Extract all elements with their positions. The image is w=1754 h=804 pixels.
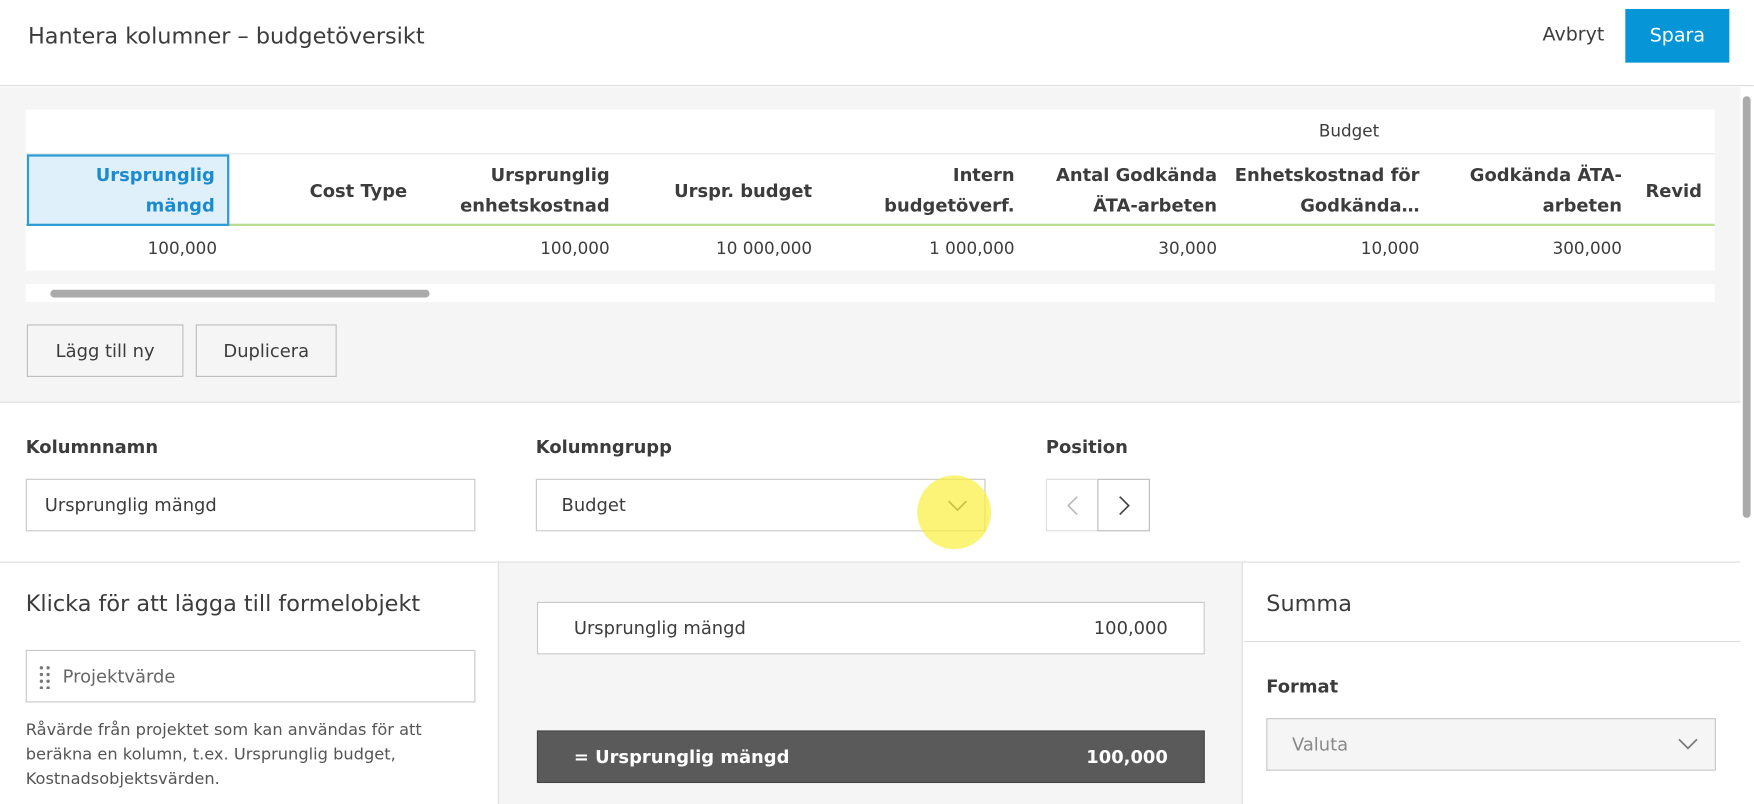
position-right[interactable] xyxy=(1097,478,1150,532)
cell: 30,000 xyxy=(1158,238,1218,259)
format-select[interactable]: Valuta xyxy=(1266,718,1716,771)
cell: 100,000 xyxy=(540,238,610,259)
column-header[interactable]: Godkända ÄTA-arbeten xyxy=(1469,164,1622,216)
panel-title: Klicka för att lägga till formelobjekt xyxy=(25,589,421,617)
formula-item-value: 100,000 xyxy=(1093,617,1168,639)
column-header[interactable]: Antal Godkända ÄTA-arbeten xyxy=(1056,164,1218,216)
page-scrollbar[interactable] xyxy=(1740,87,1754,804)
title: Hantera kolumner – budgetöversikt xyxy=(27,22,425,50)
column-group-select[interactable]: Budget xyxy=(535,478,986,532)
header-line xyxy=(25,223,1715,226)
column-header[interactable]: Enhetskostnad för Godkända… xyxy=(1234,164,1420,216)
description: Råvärde från projektet som kan användas … xyxy=(25,721,422,789)
cell: 300,000 xyxy=(1552,238,1622,259)
label: Kolumngrupp xyxy=(535,436,672,458)
cell: 100,000 xyxy=(147,238,218,259)
summary-title: Summa xyxy=(1266,589,1352,617)
dropdown-arrow xyxy=(1678,738,1698,750)
cursor-highlight xyxy=(917,475,992,550)
header xyxy=(0,0,1754,87)
label: Kolumnnamn xyxy=(25,436,159,458)
column-header[interactable]: Revid xyxy=(1645,179,1703,201)
scrollbar[interactable] xyxy=(25,284,1715,303)
cancel-button[interactable]: Avbryt xyxy=(1542,23,1605,46)
table: Budget Ursprunglig mängd 100,000 Cost Type… xyxy=(25,109,1715,271)
position-left[interactable] xyxy=(1045,478,1099,532)
cell: 10,000 xyxy=(1360,238,1420,259)
formula-result: = Ursprunglig mängd 100,000 xyxy=(536,730,1205,784)
formula-item-name: Ursprunglig mängd xyxy=(573,617,746,639)
column-header[interactable]: Ursprunglig enhetskostnad xyxy=(460,164,610,216)
result-name: = Ursprunglig mängd xyxy=(573,746,790,768)
add-button[interactable]: Lägg till ny xyxy=(26,324,184,377)
formula-item[interactable]: Ursprunglig mängd 100,000 xyxy=(536,601,1205,655)
column-header[interactable]: Urspr. budget xyxy=(674,179,813,201)
column-name-input[interactable]: Ursprunglig mängd xyxy=(25,478,476,532)
cell: 1 000,000 xyxy=(929,238,1015,259)
result-value: 100,000 xyxy=(1086,746,1168,768)
duplicate-button[interactable]: Duplicera xyxy=(195,324,337,377)
column-header[interactable]: Ursprunglig mängd xyxy=(26,154,230,226)
label: Format xyxy=(1266,675,1339,697)
save-button[interactable]: Spara xyxy=(1625,8,1730,63)
drag-handle xyxy=(39,666,50,690)
cell: 10 000,000 xyxy=(716,238,813,259)
formula-object[interactable]: Projektvärde xyxy=(25,649,476,703)
label: Position xyxy=(1045,436,1128,458)
group-label: Budget xyxy=(1318,120,1380,141)
column-header[interactable]: Cost Type xyxy=(309,179,408,201)
column-header[interactable]: Intern budgetöverf. xyxy=(884,164,1015,216)
